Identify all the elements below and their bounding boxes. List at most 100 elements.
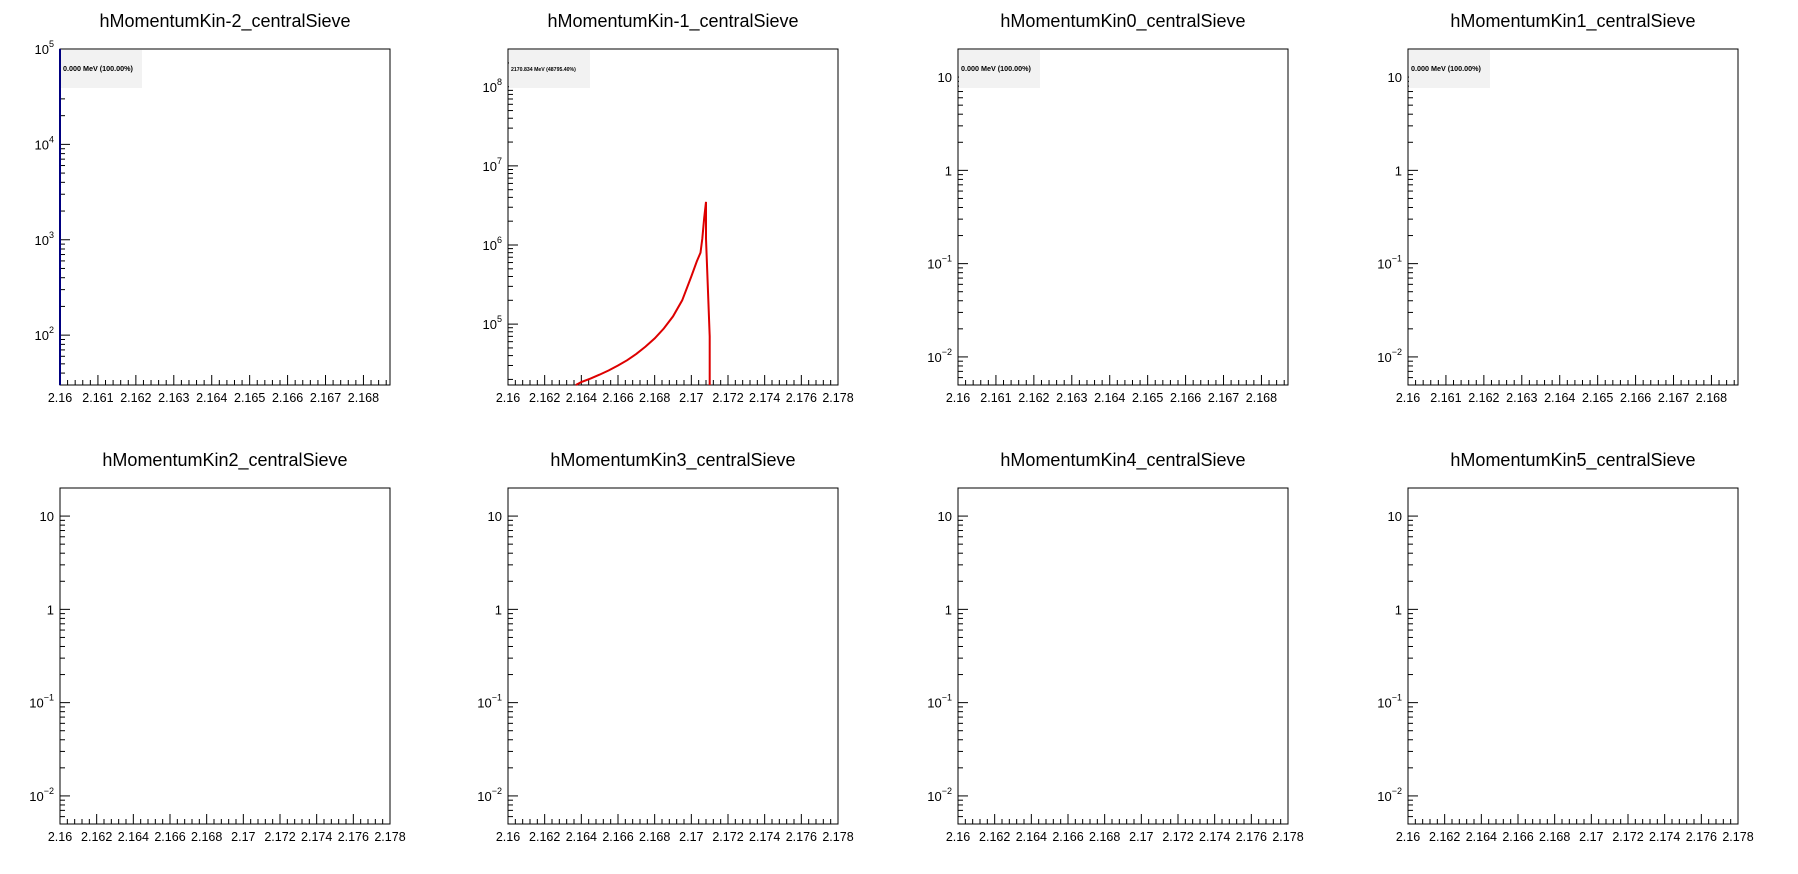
x-tick-label: 2.166 [1052, 830, 1083, 844]
plot-frame [1407, 48, 1739, 386]
x-tick-label: 2.168 [1539, 830, 1570, 844]
y-tick-label: 10−2 [927, 347, 952, 365]
panel-4: hMomentumKin1_centralSieve 2.16 2.161 2.162… [1377, 11, 1739, 405]
panel-1: hMomentumKin-2_centralSieve 2.16 2.161 2.16… [35, 11, 391, 405]
plot-frame [1407, 487, 1739, 825]
x-tick-label: 2.168 [191, 830, 222, 844]
x-tick-label: 2.176 [1236, 830, 1267, 844]
x-tick-label: 2.17 [679, 830, 703, 844]
x-tick-label: 2.161 [1430, 391, 1461, 405]
y-tick-label: 10 [40, 509, 54, 524]
y-tick-label: 10−1 [29, 693, 54, 711]
panel-7: hMomentumKin4_centralSieve 2.16 2.162 2.164… [927, 450, 1303, 844]
panel-2: hMomentumKin-1_centralSieve 2.16 2.162 2.16… [483, 11, 854, 405]
panel-title: hMomentumKin5_centralSieve [1450, 450, 1695, 471]
x-tick-label: 2.162 [120, 391, 151, 405]
x-tick-label: 2.168 [1089, 830, 1120, 844]
x-tick-label: 2.172 [1162, 830, 1193, 844]
x-tick-label: 2.164 [566, 830, 597, 844]
x-tick-label: 2.163 [1506, 391, 1537, 405]
y-tick-label: 1 [495, 602, 502, 617]
x-tick-label: 2.166 [1502, 830, 1533, 844]
x-tick-label: 2.165 [1132, 391, 1163, 405]
y-tick-label: 1 [1395, 163, 1402, 178]
y-tick-label: 105 [35, 39, 54, 57]
plot-frame [59, 48, 391, 386]
x-tick-label: 2.16 [946, 830, 970, 844]
panel-title: hMomentumKin1_centralSieve [1450, 11, 1695, 32]
x-tick-label: 2.164 [1544, 391, 1575, 405]
x-tick-label: 2.174 [1199, 830, 1230, 844]
panel-8: hMomentumKin5_centralSieve 2.16 2.162 2.164… [1377, 450, 1753, 844]
y-tick-label: 107 [483, 156, 502, 174]
plot-frame [957, 48, 1289, 386]
y-tick-label: 10 [488, 509, 502, 524]
x-tick-label: 2.162 [1018, 391, 1049, 405]
x-tick-label: 2.162 [1468, 391, 1499, 405]
y-tick-label: 1 [945, 602, 952, 617]
stats-box [509, 50, 590, 88]
x-tick-label: 2.162 [81, 830, 112, 844]
panel-title: hMomentumKin0_centralSieve [1000, 11, 1245, 32]
x-tick-label: 2.174 [301, 830, 332, 844]
x-tick-label: 2.167 [1658, 391, 1689, 405]
y-tick-label: 10−1 [927, 254, 952, 272]
x-tick-label: 2.164 [1016, 830, 1047, 844]
x-tick-label: 2.164 [196, 391, 227, 405]
y-tick-label: 10−1 [927, 693, 952, 711]
panel-title: hMomentumKin2_centralSieve [102, 450, 347, 471]
stats-label: 0.000 MeV (100.00%) [961, 64, 1032, 73]
x-tick-label: 2.176 [786, 830, 817, 844]
x-tick-label: 2.168 [348, 391, 379, 405]
panel-3: hMomentumKin0_centralSieve 2.16 2.161 2.162… [927, 11, 1289, 405]
plot-frame [507, 48, 839, 386]
series-line [575, 201, 711, 386]
x-tick-label: 2.161 [980, 391, 1011, 405]
x-tick-label: 2.166 [1620, 391, 1651, 405]
stats-box [1409, 50, 1490, 88]
x-tick-label: 2.16 [946, 391, 970, 405]
y-tick-label: 102 [35, 325, 54, 343]
x-tick-label: 2.168 [639, 391, 670, 405]
x-tick-label: 2.165 [234, 391, 265, 405]
x-tick-label: 2.164 [118, 830, 149, 844]
plot-frame [59, 487, 391, 825]
x-tick-label: 2.172 [264, 830, 295, 844]
y-tick-label: 10−2 [927, 786, 952, 804]
x-tick-label: 2.16 [48, 391, 72, 405]
x-tick-label: 2.162 [979, 830, 1010, 844]
x-tick-label: 2.178 [822, 391, 853, 405]
x-tick-label: 2.164 [1094, 391, 1125, 405]
y-tick-label: 10 [1388, 70, 1402, 85]
x-tick-label: 2.162 [1429, 830, 1460, 844]
y-tick-label: 10 [938, 509, 952, 524]
panel-6: hMomentumKin3_centralSieve 2.16 2.162 2.164… [477, 450, 853, 844]
x-tick-label: 2.172 [712, 391, 743, 405]
y-tick-label: 105 [483, 314, 502, 332]
x-tick-label: 2.163 [1056, 391, 1087, 405]
x-tick-label: 2.174 [1649, 830, 1680, 844]
x-tick-label: 2.172 [1612, 830, 1643, 844]
x-tick-label: 2.176 [1686, 830, 1717, 844]
plot-frame [957, 487, 1289, 825]
y-tick-label: 10−1 [1377, 254, 1402, 272]
x-tick-label: 2.17 [1579, 830, 1603, 844]
x-tick-label: 2.164 [566, 391, 597, 405]
x-tick-label: 2.168 [639, 830, 670, 844]
panel-title: hMomentumKin3_centralSieve [550, 450, 795, 471]
stats-label: 0.000 MeV (100.00%) [1411, 64, 1482, 73]
stats-label: 2170.834 MeV (48795.40%) [511, 67, 576, 73]
x-tick-label: 2.17 [231, 830, 255, 844]
panel-title: hMomentumKin-2_centralSieve [99, 11, 350, 32]
x-tick-label: 2.178 [1722, 830, 1753, 844]
y-tick-label: 1 [945, 163, 952, 178]
y-tick-label: 106 [483, 235, 502, 253]
x-tick-label: 2.178 [1272, 830, 1303, 844]
x-tick-label: 2.176 [338, 830, 369, 844]
x-tick-label: 2.174 [749, 830, 780, 844]
x-tick-label: 2.174 [749, 391, 780, 405]
x-tick-label: 2.168 [1696, 391, 1727, 405]
x-tick-label: 2.161 [82, 391, 113, 405]
y-tick-label: 10−2 [1377, 347, 1402, 365]
x-tick-label: 2.166 [154, 830, 185, 844]
